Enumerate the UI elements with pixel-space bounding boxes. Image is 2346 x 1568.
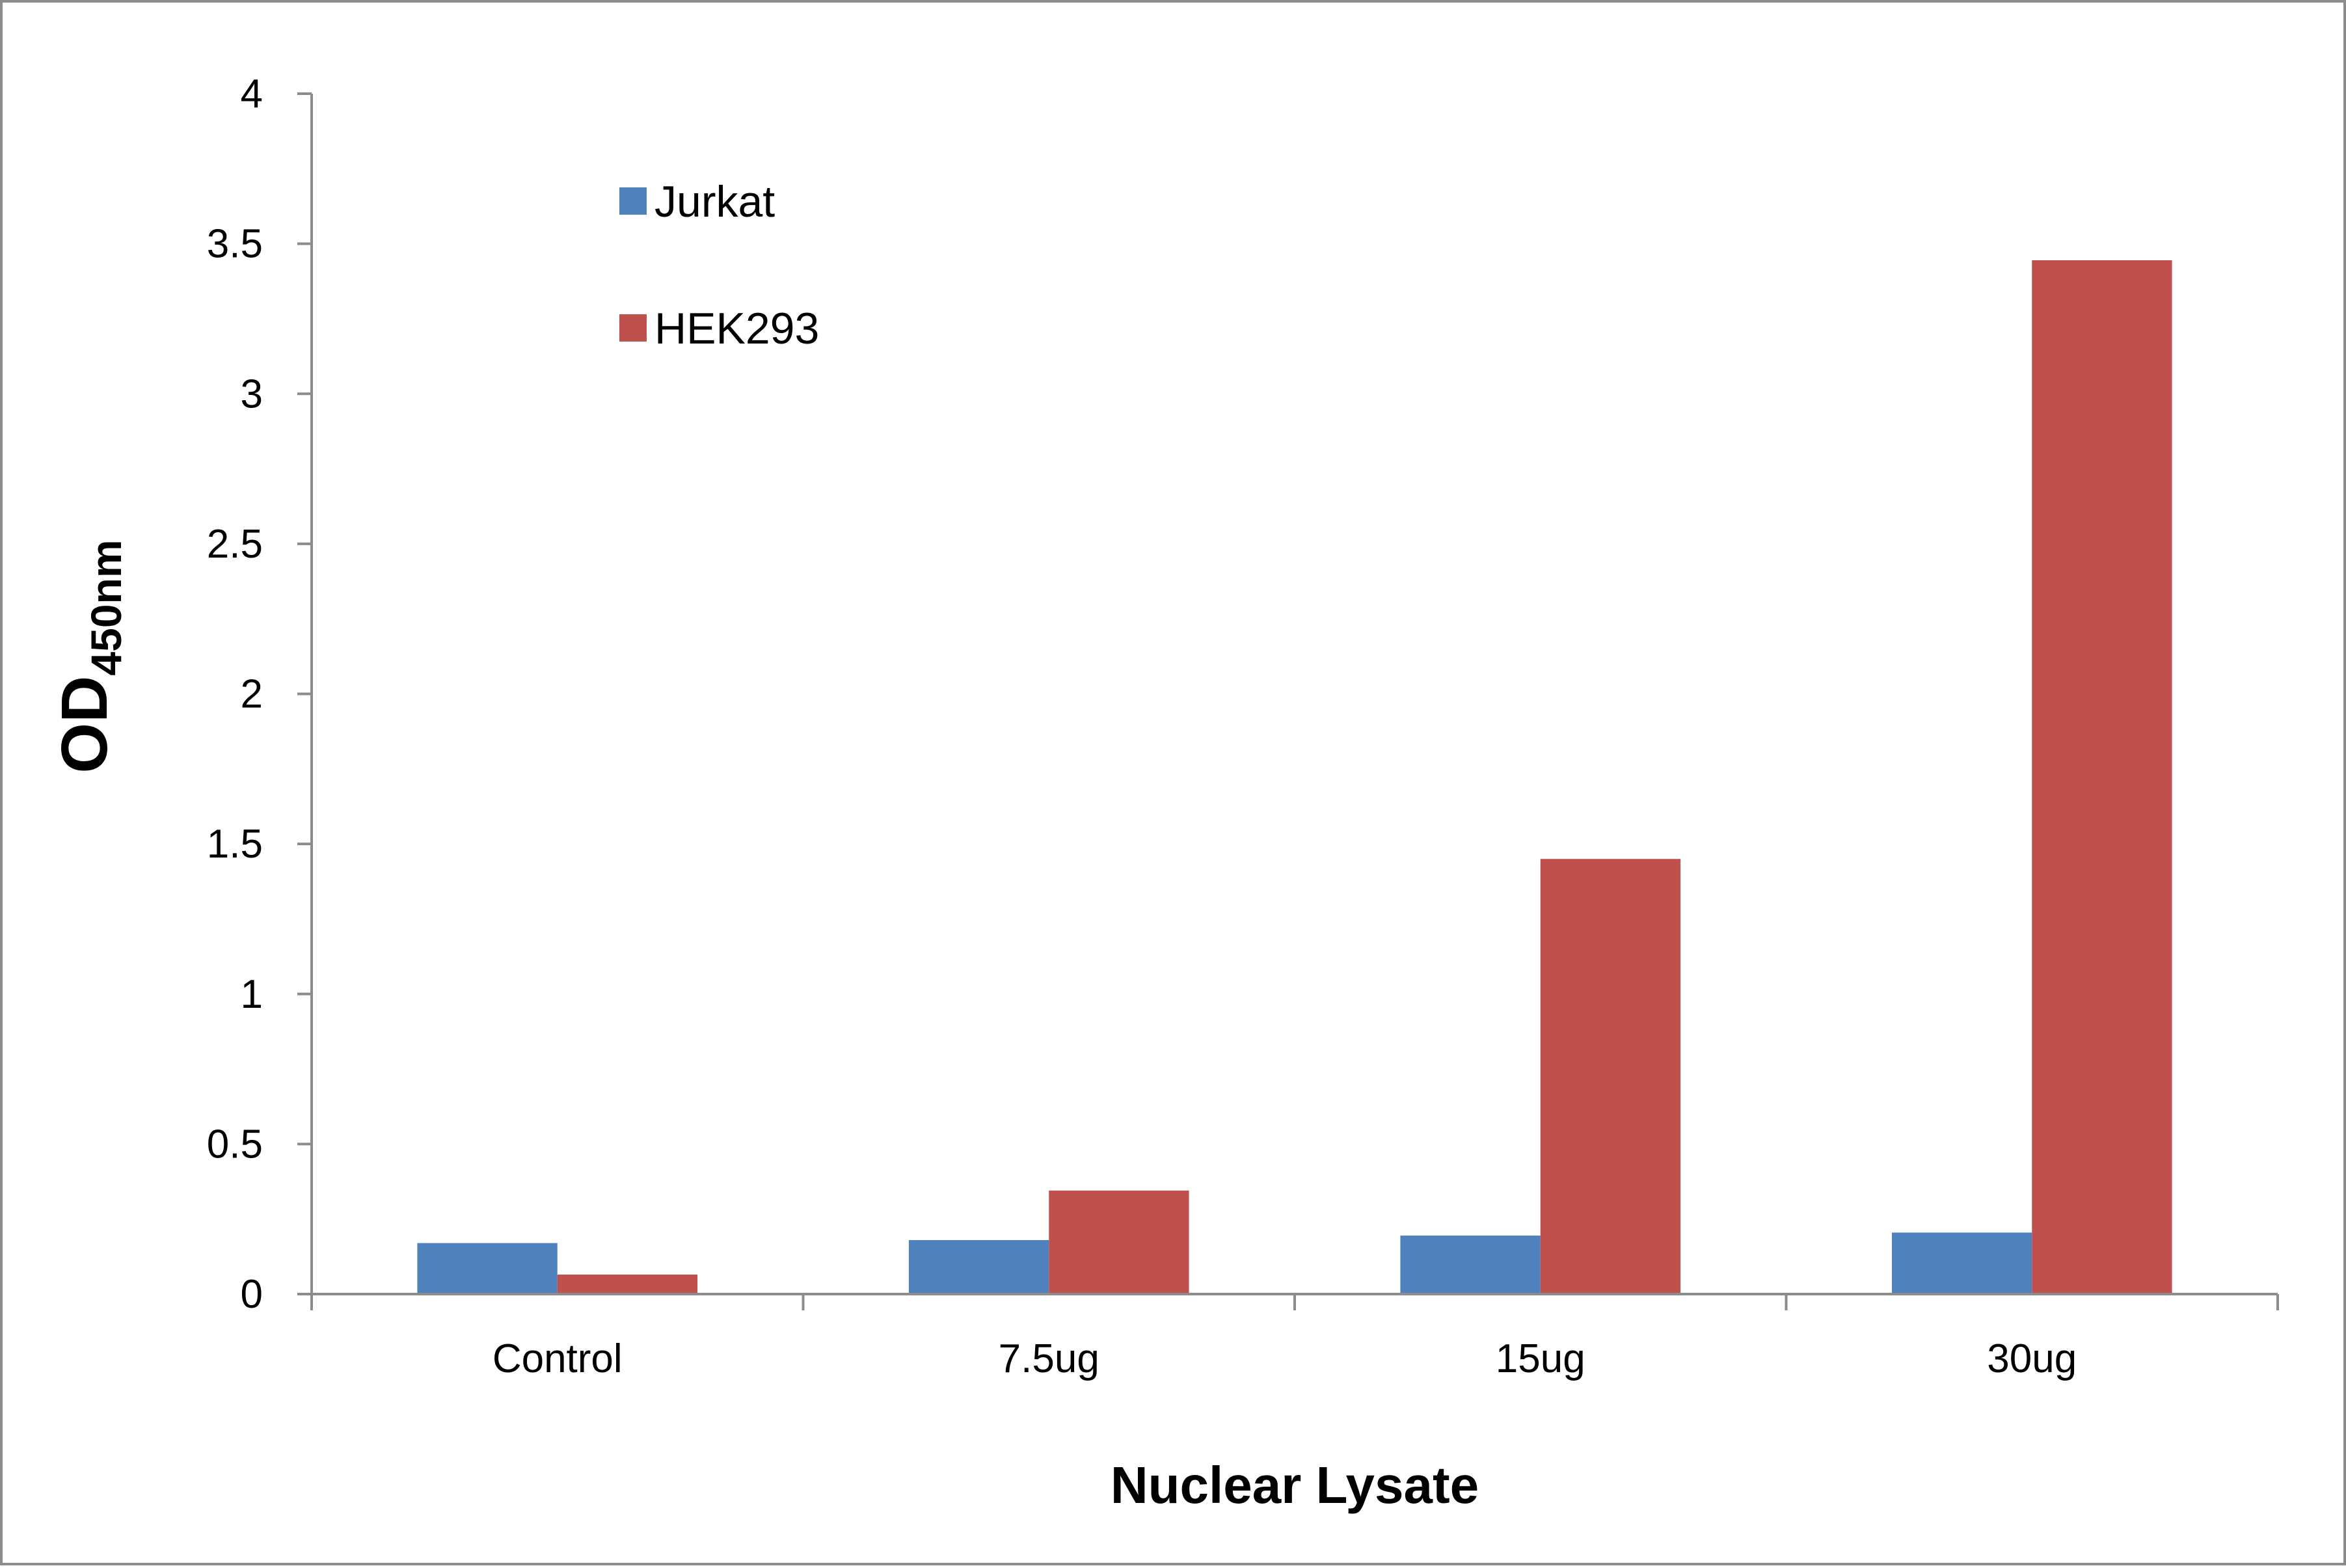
- bar-hek293-control: [557, 1275, 698, 1294]
- legend-swatch-jurkat: [619, 187, 647, 215]
- y-axis-title-main: OD: [48, 676, 121, 774]
- y-tick-label: 2: [241, 672, 263, 717]
- y-tick-label: 1.5: [207, 822, 263, 867]
- legend-label-jurkat: Jurkat: [654, 177, 775, 226]
- bars-group: [417, 260, 2172, 1294]
- y-tick-label: 3.5: [207, 222, 263, 267]
- bar-jurkat-control: [417, 1243, 558, 1294]
- bar-chart: 0 0.5 1 1.5 2 2.5 3 3.5 4 Control 7.5ug 15ug 30ug O…: [48, 72, 2279, 1514]
- y-tick-label: 2.5: [207, 522, 263, 567]
- y-tick-label: 1: [241, 972, 263, 1017]
- y-tick-label: 0.5: [207, 1122, 263, 1167]
- y-axis-title-subscript: 450nm: [82, 539, 130, 675]
- bar-hek293-15ug: [1540, 859, 1681, 1294]
- x-tick-label: 15ug: [1496, 1336, 1585, 1381]
- x-axis-title: Nuclear Lysate: [1111, 1456, 1479, 1514]
- y-axis-title: OD450nm: [48, 539, 130, 773]
- x-tick-label: 30ug: [1987, 1336, 2077, 1381]
- bar-jurkat-7-5ug: [908, 1239, 1049, 1294]
- y-tick-label: 0: [241, 1272, 263, 1317]
- legend-label-hek293: HEK293: [654, 304, 819, 353]
- bar-hek293-30ug: [2032, 260, 2172, 1294]
- legend-swatch-hek293: [619, 314, 647, 342]
- x-axis-ticks: Control 7.5ug 15ug 30ug: [310, 1294, 2279, 1381]
- y-tick-label: 4: [241, 72, 263, 116]
- y-tick-label: 3: [241, 372, 263, 416]
- bar-jurkat-30ug: [1891, 1232, 2032, 1294]
- legend: Jurkat HEK293: [619, 177, 819, 353]
- bar-jurkat-15ug: [1400, 1236, 1541, 1294]
- x-tick-label: 7.5ug: [999, 1336, 1099, 1381]
- x-tick-label: Control: [492, 1336, 623, 1381]
- bar-hek293-7-5ug: [1049, 1190, 1189, 1294]
- y-axis-ticks: 0 0.5 1 1.5 2 2.5 3 3.5 4: [207, 72, 312, 1317]
